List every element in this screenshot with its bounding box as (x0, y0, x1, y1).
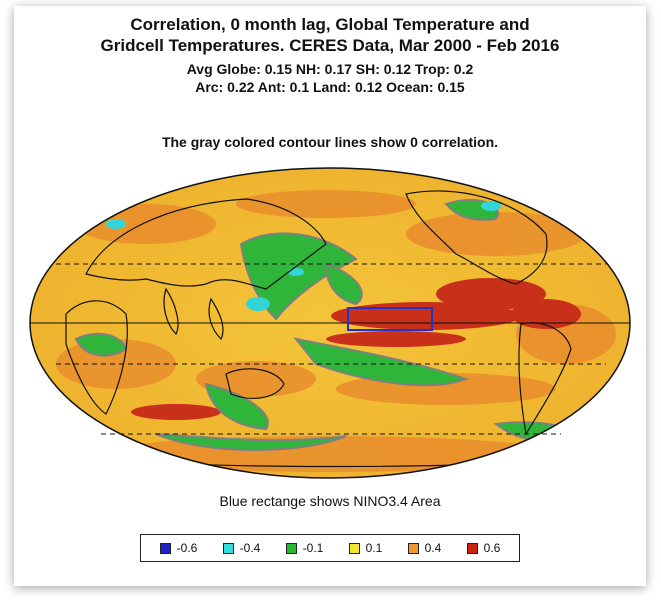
legend-swatch (348, 542, 360, 554)
title-block: Correlation, 0 month lag, Global Tempera… (14, 14, 646, 96)
legend-label: -0.4 (239, 541, 261, 555)
contour-note: The gray colored contour lines show 0 co… (161, 134, 499, 150)
stats-line-1: Avg Globe: 0.15 NH: 0.17 SH: 0.12 Trop: … (186, 61, 474, 77)
legend-item: -0.6 (159, 541, 198, 555)
nino34-box (347, 307, 433, 331)
legend-label: -0.6 (176, 541, 198, 555)
cyan-regions (106, 201, 501, 311)
legend-label: 0.4 (424, 541, 442, 555)
legend-swatch (222, 542, 234, 554)
legend-label: -0.1 (302, 541, 324, 555)
legend: -0.6 -0.4 -0.1 0.1 0.4 0.6 (140, 534, 520, 562)
correlation-map (26, 164, 634, 482)
latitude-lines (30, 263, 630, 435)
title-line-2: Gridcell Temperatures. CERES Data, Mar 2… (100, 36, 560, 55)
legend-swatch (159, 542, 171, 554)
legend-item: -0.1 (285, 541, 324, 555)
legend-swatch (407, 542, 419, 554)
legend-item: 0.4 (407, 541, 442, 555)
legend-item: -0.4 (222, 541, 261, 555)
figure-frame: Correlation, 0 month lag, Global Tempera… (14, 6, 646, 586)
nino-caption: Blue rectange shows NINO3.4 Area (219, 493, 441, 509)
stats-line-2: Arc: 0.22 Ant: 0.1 Land: 0.12 Ocean: 0.1… (195, 79, 465, 95)
legend-label: 0.6 (483, 541, 501, 555)
legend-item: 0.1 (348, 541, 383, 555)
green-regions (74, 198, 588, 451)
legend-label: 0.1 (365, 541, 383, 555)
legend-swatch (285, 542, 297, 554)
legend-item: 0.6 (466, 541, 501, 555)
legend-swatch (466, 542, 478, 554)
title-line-1: Correlation, 0 month lag, Global Tempera… (130, 15, 530, 34)
